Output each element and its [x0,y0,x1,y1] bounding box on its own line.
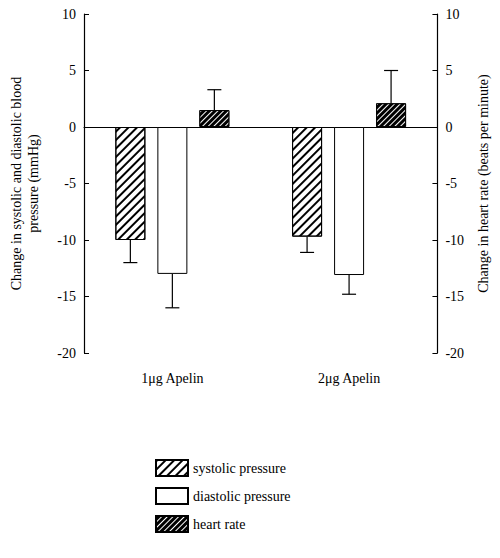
svg-text:pressure (mmHg): pressure (mmHg) [26,134,42,233]
svg-text:-5: -5 [64,176,76,191]
svg-text:5: 5 [69,63,76,78]
svg-text:-10: -10 [445,233,464,248]
svg-text:2μg Apelin: 2μg Apelin [318,371,380,386]
svg-text:-15: -15 [445,289,464,304]
svg-text:10: 10 [62,7,76,22]
svg-text:-10: -10 [57,233,76,248]
svg-text:-20: -20 [57,346,76,361]
svg-text:diastolic pressure: diastolic pressure [193,489,291,504]
svg-text:-20: -20 [445,346,464,361]
svg-text:-5: -5 [445,176,457,191]
svg-text:systolic pressure: systolic pressure [193,461,286,476]
svg-text:10: 10 [445,7,459,22]
svg-text:Change in systolic and diastol: Change in systolic and diastolic blood [9,77,24,290]
svg-text:1μg Apelin: 1μg Apelin [141,371,203,386]
svg-text:heart rate: heart rate [193,517,245,532]
svg-text:Change in heart rate (beats pe: Change in heart rate (beats per minute) [476,74,492,293]
svg-text:-15: -15 [57,289,76,304]
svg-text:5: 5 [445,63,452,78]
svg-text:0: 0 [69,120,76,135]
svg-text:0: 0 [445,120,452,135]
